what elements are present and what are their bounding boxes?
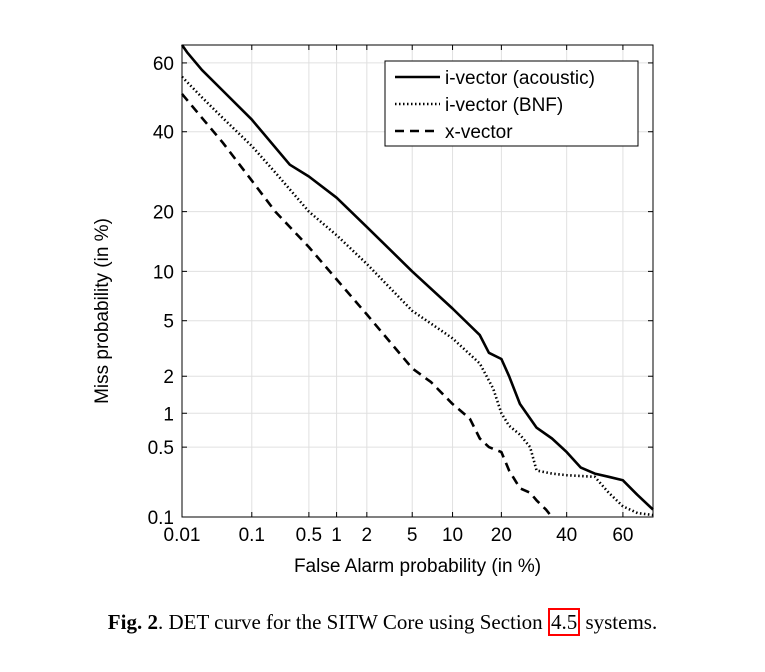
legend-entry: i-vector (BNF) [445,95,563,116]
legend-entry: i-vector (acoustic) [445,68,595,89]
x-tick-label: 60 [612,525,633,546]
y-tick-label: 5 [163,312,174,333]
series-lines [180,44,654,518]
x-tick-label: 0.1 [239,525,265,546]
x-tick-label: 40 [556,525,577,546]
y-tick-label: 20 [153,203,174,224]
x-tick-label: 2 [362,525,373,546]
y-tick-label: 60 [153,54,174,75]
tick-marks [181,45,653,518]
y-tick-label: 2 [163,367,174,388]
y-tick-label: 0.5 [148,438,174,459]
x-axis-label: False Alarm probability (in %) [294,556,541,577]
legend: i-vector (acoustic) i-vector (BNF) x-vecto… [384,60,639,147]
y-tick-label: 1 [163,404,174,425]
x-tick-label: 5 [407,525,418,546]
legend-entry: x-vector [445,122,513,143]
figure-caption: Fig. 2. DET curve for the SITW Core usin… [0,608,765,636]
caption-text-end: systems. [580,610,658,634]
series-line-x-vector [181,93,554,518]
section-link[interactable]: 4.5 [547,608,581,636]
det-chart: 0.01 0.1 0.5 1 2 5 10 20 40 60 0.10.512510204060 … [92,44,654,577]
x-tick-label: 0.5 [296,525,322,546]
x-tick-label: 1 [331,525,342,546]
series-line-i-vector-bnf- [181,75,654,517]
y-tick-labels: 0.1 0.5 1 2 5 10 20 40 60 [148,54,174,529]
x-tick-label: 10 [442,525,463,546]
plot-frame [181,44,654,518]
series-line-i-vector-acoustic- [180,44,654,511]
x-tick-label: 0.01 [164,525,201,546]
y-tick-label: 0.1 [148,508,174,529]
x-tick-label: 20 [491,525,512,546]
caption-text: . DET curve for the SITW Core using Sect… [157,610,548,634]
y-tick-label: 40 [153,123,174,144]
y-tick-label: 10 [153,262,174,283]
y-axis-label: Miss probability (in %) [92,218,113,404]
x-tick-labels: 0.01 0.1 0.5 1 2 5 10 20 40 60 [164,525,634,546]
caption-figure-label: Fig. 2 [107,610,158,634]
